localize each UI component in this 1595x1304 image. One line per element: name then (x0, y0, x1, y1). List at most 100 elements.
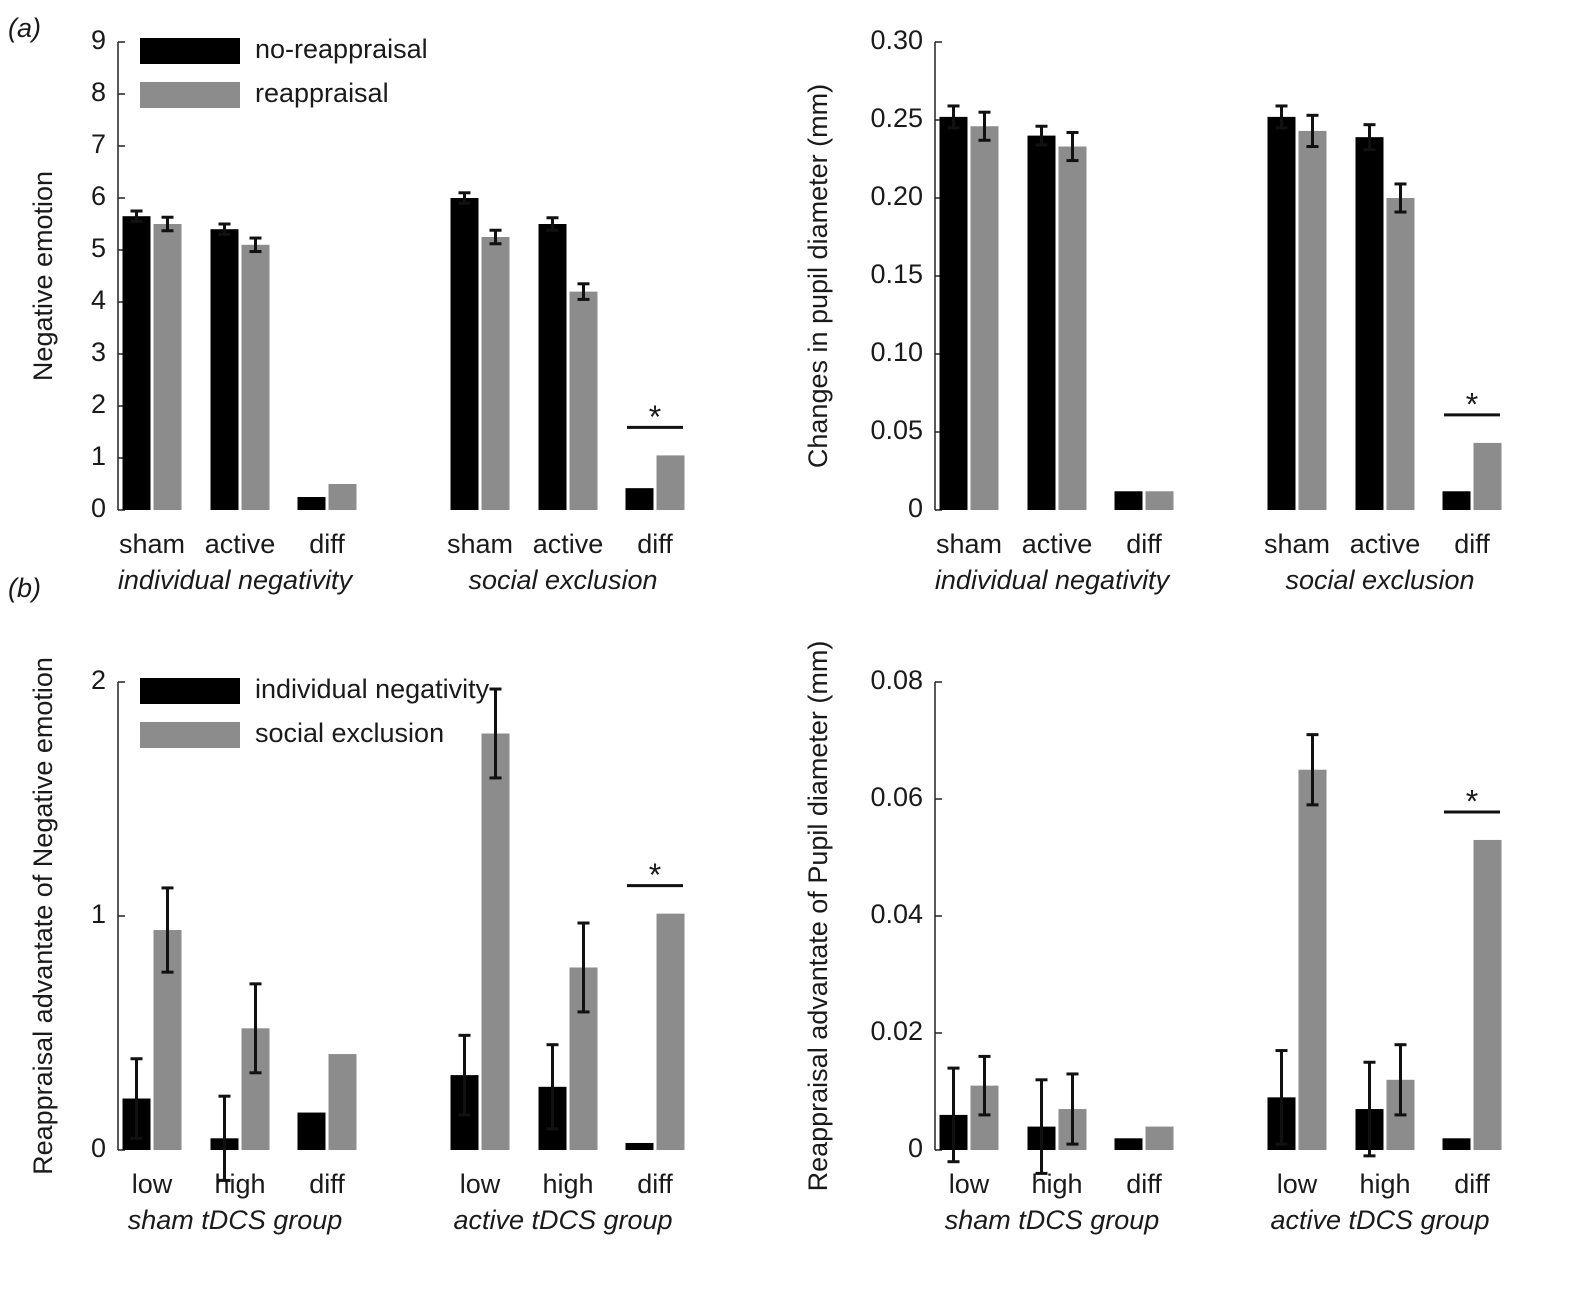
group-label: individual negativity (935, 565, 1171, 595)
bar (939, 116, 968, 510)
bar (569, 291, 598, 510)
y-axis-label: Changes in pupil diameter (mm) (803, 84, 833, 468)
bar (1473, 442, 1502, 510)
bar (1473, 839, 1502, 1150)
error-bar (130, 1057, 143, 1140)
error-bar (1275, 104, 1288, 130)
x-tick-label: sham (447, 529, 513, 559)
y-tick-label: 0.02 (870, 1016, 923, 1046)
group-label: sham tDCS group (945, 1205, 1160, 1235)
bar (241, 244, 270, 511)
y-tick-label: 2 (91, 665, 106, 695)
significance-star: * (649, 399, 661, 435)
legend-swatch (140, 82, 240, 108)
bar (1114, 491, 1143, 510)
bar (656, 913, 685, 1150)
group-label: active tDCS group (1270, 1205, 1489, 1235)
y-tick-label: 0.05 (870, 415, 923, 445)
error-bar (458, 191, 471, 205)
group-label: active tDCS group (453, 1205, 672, 1235)
group-label: sham tDCS group (128, 1205, 343, 1235)
error-bar (978, 110, 991, 142)
x-tick-label: high (1359, 1169, 1410, 1199)
y-tick-label: 0.04 (870, 899, 923, 929)
legend-swatch (140, 722, 240, 748)
x-tick-label: active (205, 529, 276, 559)
panel-label: (b) (8, 573, 41, 603)
bar (1442, 1138, 1471, 1150)
x-tick-label: low (1277, 1169, 1318, 1199)
error-bar (218, 1094, 231, 1182)
bar (538, 224, 567, 510)
bar (450, 198, 479, 510)
bar (481, 237, 510, 510)
x-tick-label: active (1022, 529, 1093, 559)
error-bar (161, 215, 174, 233)
y-tick-label: 6 (91, 181, 106, 211)
legend-label: reappraisal (255, 78, 389, 108)
y-tick-label: 3 (91, 337, 106, 367)
y-tick-label: 0.08 (870, 665, 923, 695)
legend-label: no-reappraisal (255, 34, 428, 64)
y-tick-label: 8 (91, 77, 106, 107)
significance-star: * (1466, 783, 1478, 819)
bar (625, 1142, 654, 1150)
y-tick-label: 0.06 (870, 782, 923, 812)
group-label: individual negativity (118, 565, 354, 595)
y-tick-label: 2 (91, 389, 106, 419)
error-bar (1035, 1078, 1048, 1175)
bar (297, 497, 326, 510)
x-tick-label: low (460, 1169, 501, 1199)
error-bar (1306, 113, 1319, 149)
x-tick-label: diff (637, 529, 673, 559)
x-tick-label: diff (1454, 1169, 1490, 1199)
error-bar (546, 1043, 559, 1131)
x-tick-label: active (533, 529, 604, 559)
error-bar (161, 886, 174, 974)
y-axis-label: Reappraisal advantate of Pupil diameter … (803, 641, 833, 1192)
error-bar (577, 921, 590, 1014)
x-tick-label: sham (1264, 529, 1330, 559)
group-label: social exclusion (468, 565, 657, 595)
x-tick-label: active (1350, 529, 1421, 559)
x-tick-label: sham (936, 529, 1002, 559)
x-tick-label: high (214, 1169, 265, 1199)
x-tick-label: diff (309, 529, 345, 559)
y-tick-label: 0.30 (870, 25, 923, 55)
bar (1114, 1138, 1143, 1150)
error-bar (249, 236, 262, 254)
bar (210, 229, 239, 510)
error-bar (978, 1054, 991, 1117)
bar (153, 224, 182, 510)
bar (1355, 137, 1384, 510)
error-bar (218, 222, 231, 236)
x-tick-label: diff (309, 1169, 345, 1199)
error-bar (1363, 1060, 1376, 1158)
y-tick-label: 0.20 (870, 181, 923, 211)
y-tick-label: 0 (91, 1133, 106, 1163)
bar (1267, 116, 1296, 510)
x-tick-label: high (542, 1169, 593, 1199)
legend-swatch (140, 678, 240, 704)
error-bar (1394, 182, 1407, 214)
y-tick-label: 1 (91, 441, 106, 471)
bar (1145, 1126, 1174, 1150)
x-tick-label: diff (1126, 529, 1162, 559)
bar (970, 126, 999, 511)
bar (328, 1054, 357, 1150)
error-bar (458, 1033, 471, 1117)
error-bar (489, 687, 502, 780)
y-tick-label: 5 (91, 233, 106, 263)
bar (625, 488, 654, 510)
bar (122, 216, 151, 510)
y-tick-label: 0 (91, 493, 106, 523)
y-tick-label: 0 (908, 1133, 923, 1163)
error-bar (489, 228, 502, 246)
significance-star: * (649, 857, 661, 893)
y-tick-label: 0.25 (870, 103, 923, 133)
y-tick-label: 4 (91, 285, 106, 315)
bar (1298, 130, 1327, 511)
y-axis-label: Negative emotion (28, 171, 58, 381)
y-tick-label: 9 (91, 25, 106, 55)
